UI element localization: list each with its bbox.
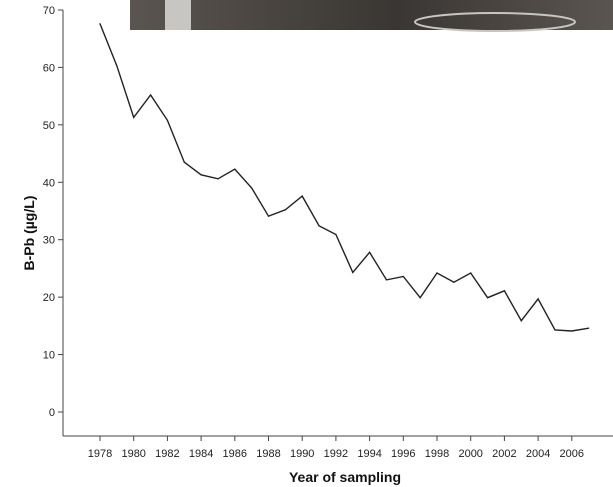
data-point	[133, 117, 134, 118]
data-point	[420, 297, 421, 298]
data-points	[99, 23, 589, 331]
data-point	[504, 290, 505, 291]
data-point	[268, 216, 269, 217]
x-tick-label: 1990	[290, 448, 314, 460]
y-tick-label: 60	[43, 62, 55, 74]
x-tick-label: 2004	[526, 448, 550, 460]
data-point	[99, 23, 100, 24]
data-point	[335, 234, 336, 235]
data-point	[403, 276, 404, 277]
data-point	[538, 298, 539, 299]
x-tick-label: 1998	[425, 448, 449, 460]
x-tick-label: 1986	[223, 448, 247, 460]
data-point	[150, 94, 151, 95]
data-point	[453, 282, 454, 283]
data-point	[167, 120, 168, 121]
x-tick-label: 2002	[492, 448, 516, 460]
x-tick-label: 1984	[189, 448, 213, 460]
data-point	[201, 174, 202, 175]
x-axis-title: Year of sampling	[289, 469, 401, 485]
data-point	[352, 272, 353, 273]
b-pb-series-line	[100, 24, 589, 331]
x-tick-label: 1988	[256, 448, 280, 460]
data-point	[184, 162, 185, 163]
y-tick-label: 0	[49, 407, 55, 419]
x-tick-label: 2006	[560, 448, 584, 460]
x-axis-ticks: 1978 1980 1982 1984 1986 1988 1990 1992 1994 1996…	[88, 436, 584, 460]
x-tick-label: 1980	[121, 448, 145, 460]
y-tick-label: 50	[43, 120, 55, 132]
data-point	[369, 252, 370, 253]
data-point	[521, 320, 522, 321]
x-tick-label: 1978	[88, 448, 112, 460]
y-axis-title: B-Pb (µg/L)	[21, 196, 37, 271]
data-point	[251, 187, 252, 188]
data-point	[571, 330, 572, 331]
data-point	[588, 328, 589, 329]
data-point	[116, 65, 117, 66]
x-tick-label: 1982	[155, 448, 179, 460]
data-point	[470, 272, 471, 273]
y-tick-label: 30	[43, 235, 55, 247]
y-tick-label: 40	[43, 177, 55, 189]
y-tick-label: 20	[43, 292, 55, 304]
data-point	[318, 225, 319, 226]
data-point	[217, 178, 218, 179]
data-point	[436, 272, 437, 273]
x-tick-label: 1996	[391, 448, 415, 460]
y-tick-label: 10	[43, 350, 55, 362]
data-point	[487, 297, 488, 298]
x-tick-label: 1992	[324, 448, 348, 460]
photo-inset	[130, 0, 613, 31]
data-point	[386, 279, 387, 280]
x-tick-label: 2000	[458, 448, 482, 460]
y-axis-ticks: 0 10 20 30 40 50 60 70	[43, 5, 63, 419]
data-point	[554, 329, 555, 330]
data-point	[234, 168, 235, 169]
x-tick-label: 1994	[357, 448, 381, 460]
data-point	[285, 209, 286, 210]
data-point	[302, 195, 303, 196]
y-tick-label: 70	[43, 5, 55, 17]
